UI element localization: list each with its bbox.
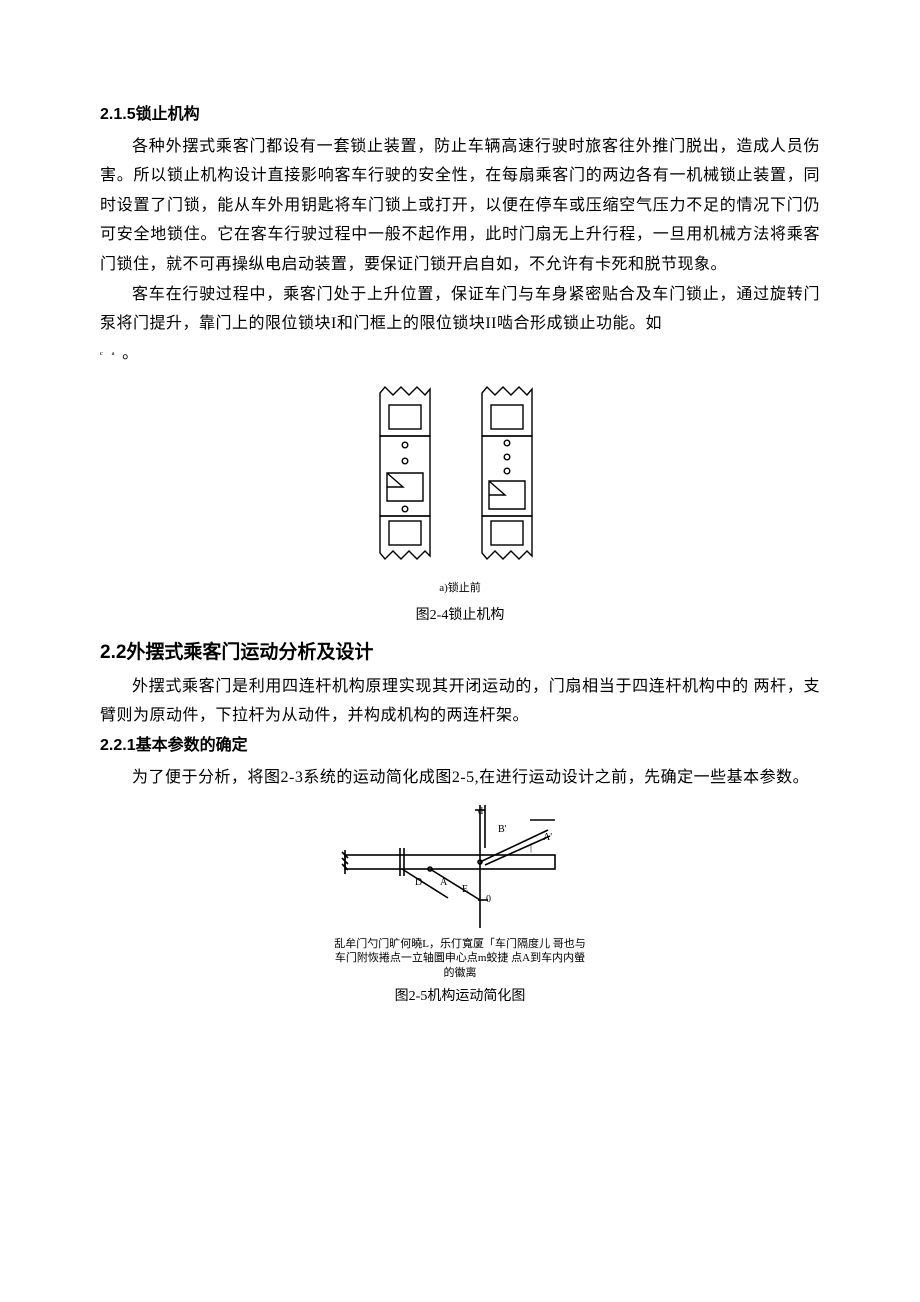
- paragraph-2-1-5-p1: 各种外摆式乘客门都设有一套锁止装置，防止车辆高速行驶时旅客往外推门脱出，造成人员…: [100, 132, 820, 280]
- paragraph-2-2-p1: 外摆式乘客门是利用四连杆机构原理实现其开闭运动的，门扇相当于四连杆机构中的 两杆…: [100, 672, 820, 731]
- svg-text:E: E: [462, 884, 468, 895]
- figure-2-4-caption: 图2-4锁止机构: [100, 603, 820, 629]
- paragraph-2-2-1-p1: 为了便于分析，将图2-3系统的运动简化成图2-5,在进行运动设计之前，先确定一些…: [100, 763, 820, 793]
- svg-text:B': B': [498, 824, 507, 835]
- svg-text:0: 0: [486, 894, 491, 905]
- heading-2-1-5: 2.1.5锁止机构: [100, 100, 820, 130]
- paragraph-2-1-5-p2b-prefix: ᶜ ᵃ: [100, 349, 118, 361]
- heading-2-2-1: 2.2.1基本参数的确定: [100, 731, 820, 761]
- svg-text:d: d: [478, 806, 483, 817]
- svg-text:|: |: [530, 842, 532, 853]
- heading-2-2: 2.2外摆式乘客门运动分析及设计: [100, 635, 820, 670]
- paragraph-2-1-5-p2a: 客车在行驶过程中，乘客门处于上升位置，保证车门与车身紧密贴合及车门锁止，通过旋转…: [100, 286, 820, 333]
- paragraph-2-1-5-p2: 客车在行驶过程中，乘客门处于上升位置，保证车门与车身紧密贴合及车门锁止，通过旋转…: [100, 280, 820, 369]
- paragraph-2-1-5-p2b: 。: [122, 345, 139, 362]
- svg-text:A': A': [543, 832, 552, 843]
- figure-2-5-caption: 图2-5机构运动简化图: [100, 984, 820, 1010]
- figure-2-4-sublabel: a)锁止前: [100, 578, 820, 598]
- figure-2-4-svg: [365, 376, 555, 576]
- svg-text:A: A: [440, 877, 448, 888]
- svg-text:D: D: [415, 877, 422, 888]
- figure-2-5-svg: A' B' D A E 0 | d: [330, 800, 590, 935]
- figure-2-4-container: a)锁止前 图2-4锁止机构: [100, 376, 820, 628]
- figure-2-5-legend: 乱牟门勺门旷何曉L，乐仃寬厦「车门隔度儿 哥也与车门附恢捲点一立轴圜申心点m蛟捷…: [330, 937, 590, 980]
- figure-2-5-container: A' B' D A E 0 | d 乱牟门勺门旷何曉L，乐仃寬厦「车门隔度儿 哥…: [100, 800, 820, 1010]
